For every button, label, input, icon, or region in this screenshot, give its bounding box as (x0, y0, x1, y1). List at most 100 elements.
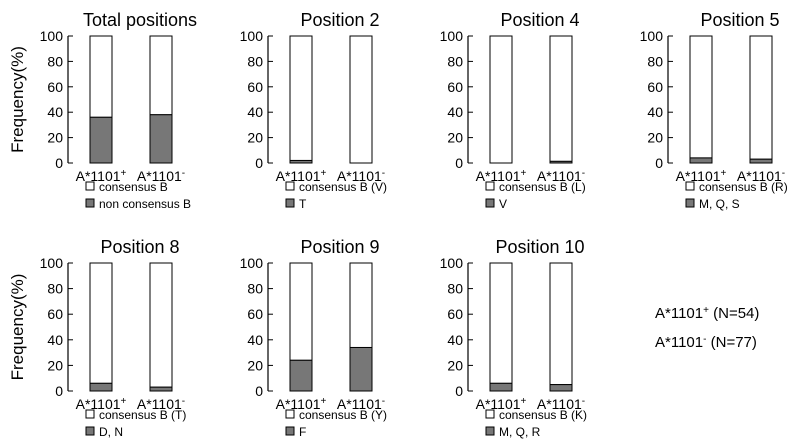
total-positions-legend-swatch (85, 181, 95, 191)
position-5-legend-swatch (685, 181, 695, 191)
position-10-legend-swatch (485, 409, 495, 419)
position-8-y-axis-label: Frequency(%) (8, 274, 27, 381)
position-2-y-tick-label: 100 (240, 28, 264, 44)
position-2-legend-swatch (285, 181, 295, 191)
position-8-legend-swatch (85, 426, 95, 436)
total-positions-bar-nonconsensus-neg (149, 114, 173, 164)
position-5-bar-nonconsensus-neg (749, 158, 773, 164)
total-positions-y-tick-label: 40 (47, 104, 63, 120)
note-a1101-negative: A*1101- (N=77) (655, 334, 757, 351)
position-9-legend-swatch (285, 426, 295, 436)
position-9-legend-label: F (299, 425, 306, 439)
position-10-y-tick-label: 0 (455, 383, 463, 399)
position-9-x-tick-label: A*1101+ (276, 396, 327, 412)
position-10-y-tick-label: 80 (447, 281, 463, 297)
position-10-legend-label: M, Q, R (499, 425, 541, 439)
position-2-y-tick-label: 0 (255, 155, 263, 171)
position-2-title: Position 2 (300, 10, 379, 30)
total-positions-x-tick-label: A*1101+ (76, 168, 127, 184)
position-4-y-tick-label: 40 (447, 104, 463, 120)
position-4-bar-nonconsensus-neg (549, 160, 573, 164)
total-positions-y-tick-label: 60 (47, 79, 63, 95)
position-5-y-tick-label: 40 (647, 104, 663, 120)
total-positions-title: Total positions (83, 10, 197, 30)
position-8-y-tick-label: 0 (55, 383, 63, 399)
position-4-legend-swatch (485, 181, 495, 191)
position-2-bar-nonconsensus-pos (289, 159, 313, 164)
position-2-y-tick-label: 80 (247, 53, 263, 69)
position-10-legend-label: consensus B (K) (499, 408, 587, 422)
position-9-y-tick-label: 20 (247, 357, 263, 373)
position-10-y-tick-label: 60 (447, 306, 463, 322)
position-4-y-tick-label: 80 (447, 53, 463, 69)
note-a1101-positive: A*1101+ (N=54) (655, 305, 760, 322)
total-positions-legend-label: non consensus B (99, 197, 191, 211)
total-positions-bar-nonconsensus-pos (89, 116, 113, 164)
position-4-x-tick-label: A*1101+ (476, 168, 527, 184)
position-2-y-tick-label: 60 (247, 79, 263, 95)
position-10-x-tick-label: A*1101- (537, 396, 585, 412)
position-5-legend-label: M, Q, S (699, 197, 740, 211)
total-positions-y-tick-label: 100 (40, 28, 64, 44)
total-positions-x-tick-label: A*1101- (137, 168, 185, 184)
position-10-bar-consensus-neg (549, 262, 573, 386)
total-positions-bar-consensus-pos (89, 35, 113, 118)
position-8-legend-label: D, N (99, 425, 123, 439)
position-8-legend-swatch (85, 409, 95, 419)
position-8-y-tick-label: 80 (47, 281, 63, 297)
position-4-bar-consensus-pos (489, 35, 513, 164)
position-10-y-tick-label: 40 (447, 332, 463, 348)
total-positions-y-axis-label: Frequency(%) (8, 46, 27, 153)
position-2-y-tick-label: 20 (247, 130, 263, 146)
total-positions-legend-swatch (85, 198, 95, 208)
position-9-legend-swatch (285, 409, 295, 419)
position-9-y-tick-label: 80 (247, 281, 263, 297)
position-8-x-tick-label: A*1101- (137, 396, 185, 412)
position-4-x-tick-label: A*1101- (537, 168, 585, 184)
position-9-title: Position 9 (300, 237, 379, 257)
position-8-title: Position 8 (100, 237, 179, 257)
position-2-bar-consensus-neg (349, 35, 373, 164)
position-10-title: Position 10 (495, 237, 584, 257)
position-5-legend-label: consensus B (R) (699, 180, 788, 194)
position-9-bar-nonconsensus-pos (289, 359, 313, 392)
position-2-bar-consensus-pos (289, 35, 313, 161)
position-8-bar-nonconsensus-neg (149, 386, 173, 392)
position-10-bar-consensus-pos (489, 262, 513, 384)
position-4-legend-swatch (485, 198, 495, 208)
position-10-legend-swatch (485, 426, 495, 436)
position-4-y-tick-label: 100 (440, 28, 464, 44)
position-9-x-tick-label: A*1101- (337, 396, 385, 412)
position-8-bar-consensus-pos (89, 262, 113, 384)
position-8-y-tick-label: 60 (47, 306, 63, 322)
position-5-bar-nonconsensus-pos (689, 157, 713, 164)
position-4-title: Position 4 (500, 10, 579, 30)
position-8-y-tick-label: 40 (47, 332, 63, 348)
position-5-y-tick-label: 20 (647, 130, 663, 146)
position-10-y-tick-label: 100 (440, 255, 464, 271)
position-9-legend-label: consensus B (Y) (299, 408, 387, 422)
position-4-legend-label: V (499, 197, 507, 211)
position-9-bar-consensus-neg (349, 262, 373, 348)
position-9-bar-consensus-pos (289, 262, 313, 361)
position-9-y-tick-label: 0 (255, 383, 263, 399)
position-5-legend-swatch (685, 198, 695, 208)
position-4-y-tick-label: 0 (455, 155, 463, 171)
position-2-legend-label: T (299, 197, 307, 211)
position-5-y-tick-label: 80 (647, 53, 663, 69)
position-5-title: Position 5 (700, 10, 779, 30)
position-8-legend-label: consensus B (T) (99, 408, 186, 422)
total-positions-legend-label: consensus B (99, 180, 168, 194)
position-8-bar-nonconsensus-pos (89, 382, 113, 392)
position-2-legend-label: consensus B (V) (299, 180, 387, 194)
position-9-y-tick-label: 40 (247, 332, 263, 348)
total-positions-y-tick-label: 20 (47, 130, 63, 146)
position-8-y-tick-label: 100 (40, 255, 64, 271)
position-9-y-tick-label: 100 (240, 255, 264, 271)
sample-size-notes: A*1101+ (N=54) A*1101- (N=77) (655, 298, 759, 356)
position-5-x-tick-label: A*1101- (737, 168, 785, 184)
position-10-bar-nonconsensus-pos (489, 382, 513, 392)
position-2-legend-swatch (285, 198, 295, 208)
position-8-y-tick-label: 20 (47, 357, 63, 373)
